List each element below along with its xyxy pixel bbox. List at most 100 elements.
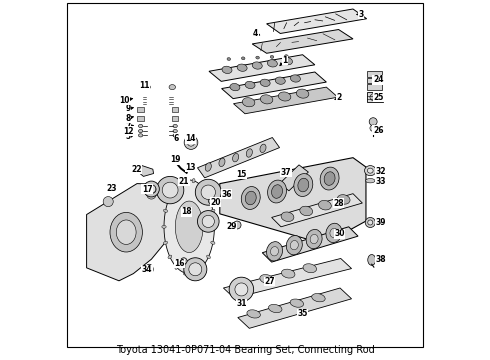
Ellipse shape: [318, 201, 331, 210]
Text: 31: 31: [236, 300, 246, 308]
Text: 8: 8: [125, 113, 131, 122]
Ellipse shape: [238, 280, 252, 289]
Text: 10: 10: [119, 95, 130, 104]
Ellipse shape: [211, 209, 215, 212]
FancyBboxPatch shape: [367, 78, 382, 83]
Ellipse shape: [110, 212, 143, 252]
Ellipse shape: [183, 179, 186, 183]
Ellipse shape: [207, 195, 210, 198]
Ellipse shape: [306, 229, 322, 249]
Ellipse shape: [278, 92, 291, 101]
Ellipse shape: [275, 77, 285, 84]
Ellipse shape: [296, 89, 309, 98]
Ellipse shape: [326, 223, 342, 243]
Ellipse shape: [169, 85, 175, 90]
Ellipse shape: [235, 283, 248, 296]
Ellipse shape: [222, 66, 232, 73]
FancyBboxPatch shape: [67, 3, 423, 347]
Ellipse shape: [290, 299, 304, 307]
Ellipse shape: [260, 95, 273, 104]
Text: 36: 36: [221, 190, 232, 199]
Ellipse shape: [164, 209, 168, 212]
Text: 25: 25: [373, 93, 383, 102]
Text: 39: 39: [376, 218, 386, 227]
Ellipse shape: [162, 182, 178, 198]
Ellipse shape: [310, 234, 318, 244]
Ellipse shape: [230, 84, 240, 91]
Polygon shape: [238, 288, 351, 328]
Ellipse shape: [282, 58, 293, 65]
Ellipse shape: [312, 294, 325, 302]
Text: 35: 35: [297, 309, 308, 318]
Ellipse shape: [365, 217, 375, 228]
Polygon shape: [136, 166, 153, 176]
Polygon shape: [220, 158, 366, 244]
Ellipse shape: [212, 225, 217, 228]
Ellipse shape: [270, 247, 278, 256]
Text: 27: 27: [264, 277, 275, 286]
FancyBboxPatch shape: [367, 71, 382, 77]
Text: 6: 6: [174, 134, 179, 143]
Text: 1: 1: [282, 56, 287, 65]
Ellipse shape: [260, 79, 270, 86]
Text: 38: 38: [376, 256, 387, 264]
Ellipse shape: [197, 211, 219, 232]
Text: 9: 9: [125, 104, 131, 113]
FancyBboxPatch shape: [137, 107, 144, 112]
Text: 15: 15: [236, 170, 246, 179]
Ellipse shape: [267, 242, 283, 261]
Ellipse shape: [173, 129, 177, 132]
Ellipse shape: [139, 124, 143, 128]
Text: 34: 34: [142, 266, 152, 274]
Ellipse shape: [162, 225, 166, 228]
Ellipse shape: [211, 241, 215, 244]
Ellipse shape: [200, 184, 203, 188]
FancyBboxPatch shape: [172, 107, 178, 112]
Ellipse shape: [183, 271, 186, 275]
Ellipse shape: [189, 263, 202, 276]
Text: 14: 14: [185, 134, 196, 143]
Text: 32: 32: [376, 167, 386, 176]
Ellipse shape: [252, 62, 262, 69]
Ellipse shape: [184, 136, 198, 149]
FancyBboxPatch shape: [137, 116, 144, 121]
Ellipse shape: [291, 75, 300, 82]
Ellipse shape: [268, 60, 277, 67]
Ellipse shape: [192, 179, 195, 183]
FancyBboxPatch shape: [172, 116, 178, 121]
Ellipse shape: [233, 153, 239, 162]
Text: 3: 3: [358, 10, 364, 19]
Polygon shape: [262, 227, 358, 262]
Text: 24: 24: [373, 76, 384, 85]
Ellipse shape: [144, 181, 159, 197]
Ellipse shape: [237, 64, 247, 71]
Polygon shape: [271, 194, 363, 227]
Text: 23: 23: [106, 184, 117, 193]
Ellipse shape: [285, 55, 288, 58]
Text: 22: 22: [131, 165, 142, 174]
Ellipse shape: [175, 265, 178, 269]
Ellipse shape: [247, 310, 260, 318]
Polygon shape: [164, 180, 215, 274]
Text: 4: 4: [253, 29, 258, 37]
Ellipse shape: [268, 180, 287, 203]
Ellipse shape: [294, 174, 313, 197]
Polygon shape: [87, 184, 172, 281]
Ellipse shape: [227, 58, 231, 60]
Ellipse shape: [103, 197, 113, 207]
Text: 20: 20: [210, 198, 221, 207]
Text: Toyota 13041-0P071-04 Bearing Set, Connecting Rod: Toyota 13041-0P071-04 Bearing Set, Conne…: [116, 345, 374, 355]
Ellipse shape: [243, 98, 255, 107]
Ellipse shape: [337, 195, 350, 204]
FancyBboxPatch shape: [367, 84, 382, 90]
Ellipse shape: [270, 55, 274, 58]
Ellipse shape: [233, 221, 241, 229]
Ellipse shape: [330, 228, 338, 238]
Ellipse shape: [192, 271, 195, 275]
Ellipse shape: [164, 241, 168, 244]
Ellipse shape: [196, 179, 221, 205]
Ellipse shape: [260, 144, 266, 153]
Ellipse shape: [208, 197, 216, 204]
Ellipse shape: [286, 235, 302, 255]
Polygon shape: [233, 87, 338, 114]
